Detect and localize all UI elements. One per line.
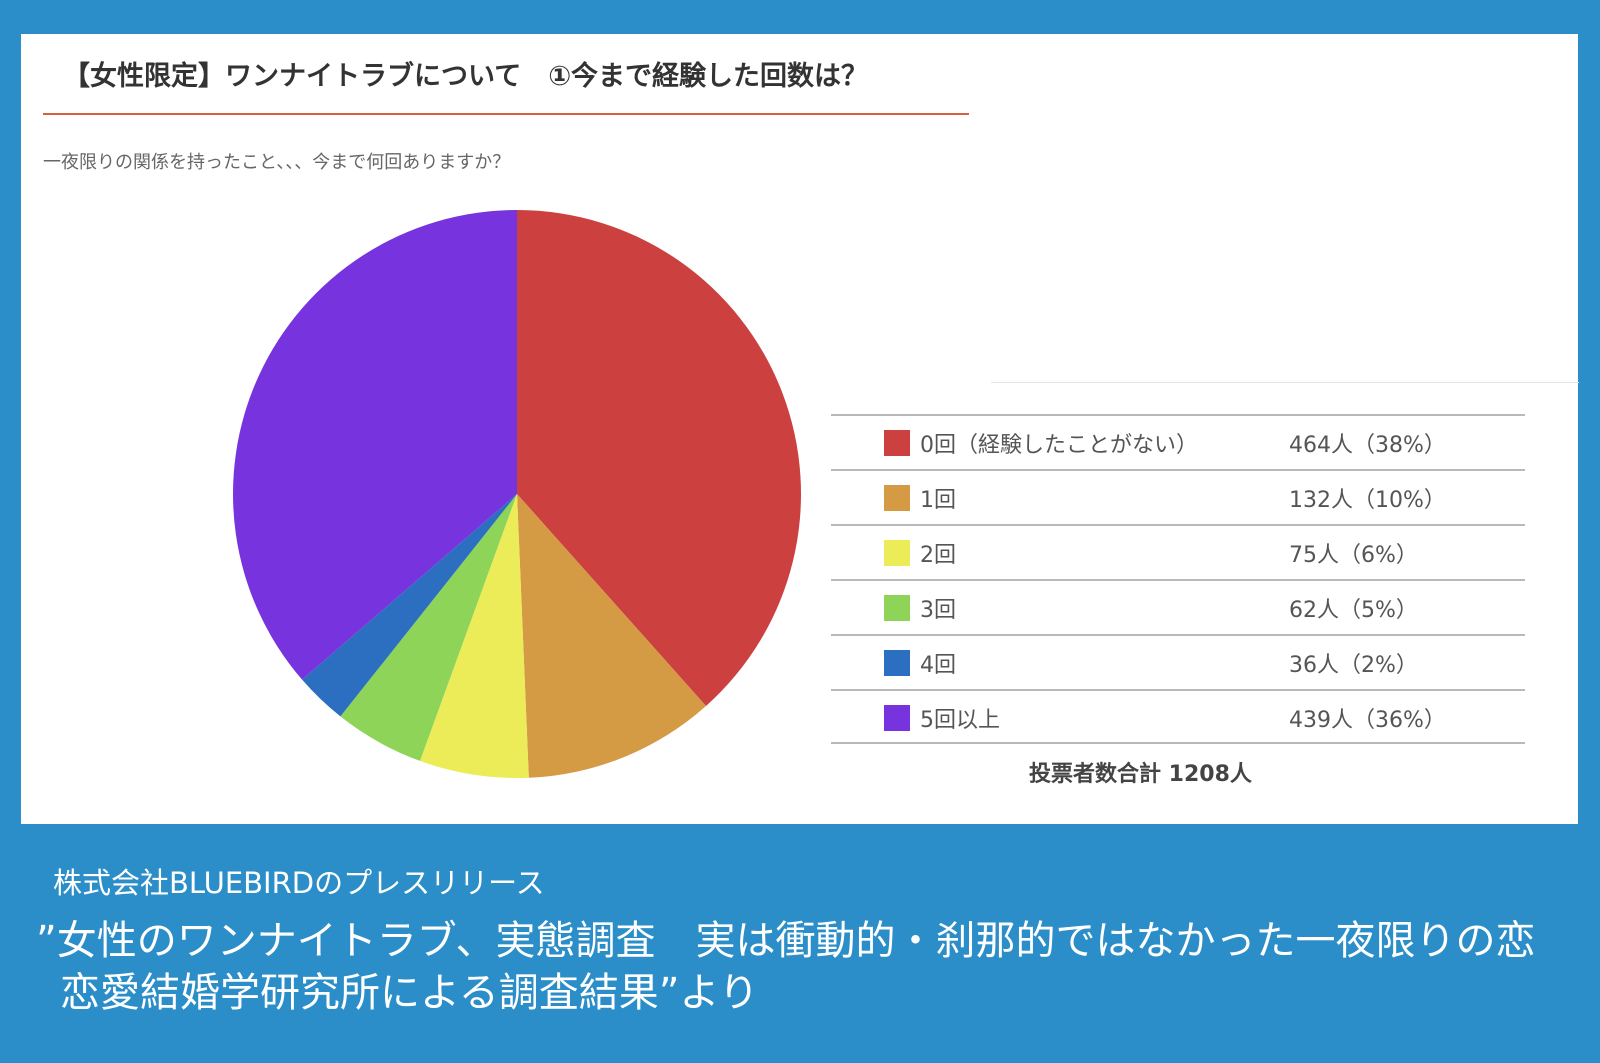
pie-slice-0 bbox=[517, 210, 801, 706]
legend-label: 5回以上 bbox=[920, 708, 1000, 733]
legend-swatch bbox=[884, 485, 910, 511]
caption: ”女性のワンナイトラブ、実態調査 実は衝動的・刹那的ではなかった一夜限りの恋 恋… bbox=[36, 915, 1581, 1019]
legend-value: 36人（2%） bbox=[1289, 653, 1418, 678]
legend-value: 62人（5%） bbox=[1289, 598, 1418, 623]
legend-swatch bbox=[884, 705, 910, 731]
pie-slice-5 bbox=[232, 210, 517, 680]
chart-panel: 【女性限定】ワンナイトラブについて ①今まで経験した回数は？ 一夜限りの関係を持… bbox=[21, 34, 1579, 824]
caption-line-1: ”女性のワンナイトラブ、実態調査 実は衝動的・刹那的ではなかった一夜限りの恋 bbox=[36, 918, 1536, 964]
pie-chart bbox=[232, 210, 801, 778]
legend-value: 132人（10%） bbox=[1289, 488, 1446, 513]
total-voters: 投票者数合計 1208人 bbox=[1029, 762, 1252, 787]
legend-label: 2回 bbox=[920, 543, 956, 568]
legend-row: 0回（経験したことがない） 464人（38%） bbox=[831, 414, 1525, 469]
legend-row: 1回 132人（10%） bbox=[831, 469, 1525, 524]
source-credit: 株式会社BLUEBIRDのプレスリリース bbox=[53, 866, 545, 900]
pie-slice-4 bbox=[302, 494, 517, 717]
legend-swatch bbox=[884, 650, 910, 676]
caption-line-2: 恋愛結婚学研究所による調査結果”より bbox=[60, 970, 759, 1016]
legend-row: 2回 75人（6%） bbox=[831, 524, 1525, 579]
chart-title: 【女性限定】ワンナイトラブについて ①今まで経験した回数は？ bbox=[63, 61, 869, 92]
pie-slice-2 bbox=[420, 494, 529, 778]
legend-swatch bbox=[884, 430, 910, 456]
legend-swatch bbox=[884, 595, 910, 621]
legend-value: 75人（6%） bbox=[1289, 543, 1418, 568]
legend: 0回（経験したことがない） 464人（38%） 1回 132人（10%） 2回 … bbox=[831, 414, 1525, 744]
legend-row: 4回 36人（2%） bbox=[831, 634, 1525, 689]
legend-swatch bbox=[884, 540, 910, 566]
legend-label: 0回（経験したことがない） bbox=[920, 433, 1198, 458]
title-divider bbox=[43, 113, 969, 115]
legend-value: 439人（36%） bbox=[1289, 708, 1446, 733]
legend-label: 3回 bbox=[920, 598, 956, 623]
survey-question: 一夜限りの関係を持ったこと、、、今まで何回ありますか？ bbox=[43, 152, 511, 173]
legend-label: 1回 bbox=[920, 488, 956, 513]
legend-row: 5回以上 439人（36%） bbox=[831, 689, 1525, 744]
legend-label: 4回 bbox=[920, 653, 956, 678]
pie-slice-1 bbox=[517, 494, 707, 778]
legend-value: 464人（38%） bbox=[1289, 433, 1446, 458]
pie-slice-3 bbox=[340, 494, 517, 761]
legend-row: 3回 62人（5%） bbox=[831, 579, 1525, 634]
section-divider bbox=[991, 382, 1579, 383]
